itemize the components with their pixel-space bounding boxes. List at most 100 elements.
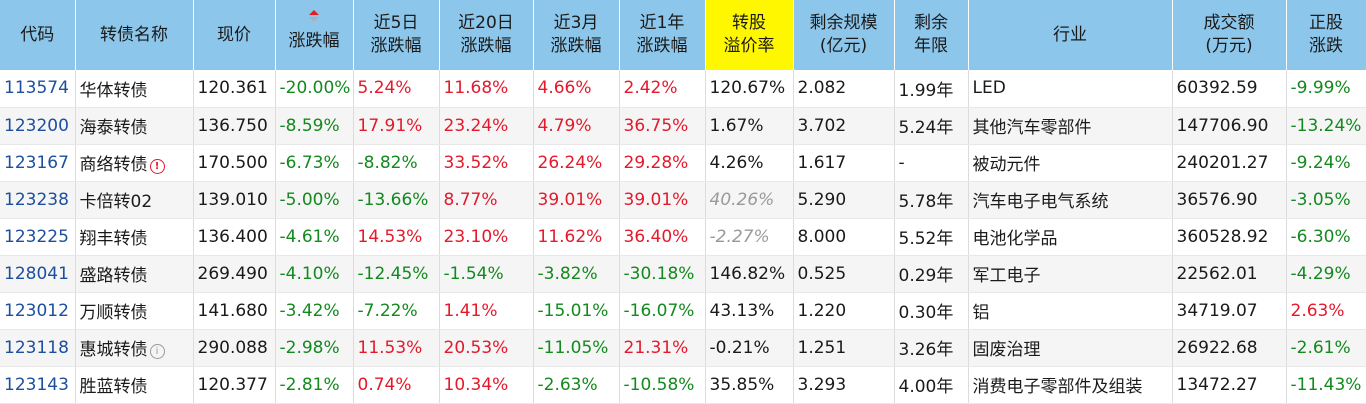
table-row[interactable]: 128041 盛路转债 269.490 -4.10% -12.45% -1.54% -3.8… [0, 255, 1366, 293]
column-header[interactable]: 涨跌幅 [275, 0, 354, 70]
bond-name-cell-text[interactable]: 华体转债 [79, 80, 148, 101]
column-header[interactable]: 近20日 涨跌幅 [439, 0, 534, 70]
conversion-premium-cell: 35.85% [705, 366, 794, 404]
change-pct-cell-text: -2.81% [279, 374, 340, 395]
bond-name-cell[interactable]: 海泰转债 [75, 107, 194, 145]
bond-name-cell-text[interactable]: 商络转债 [79, 155, 148, 175]
column-header-label: 涨跌幅 [288, 30, 340, 51]
column-header[interactable]: 正股 涨跌 [1286, 0, 1366, 70]
bond-code-cell-text[interactable]: 113574 [4, 78, 69, 99]
change-pct-cell: -3.42% [275, 292, 354, 330]
conversion-premium-cell: 120.67% [705, 70, 794, 108]
stock-change-cell-text: -6.30% [1290, 226, 1351, 247]
stock-change-cell-text: -9.24% [1290, 152, 1351, 173]
column-header[interactable]: 现价 [193, 0, 276, 70]
column-header-label: 正股 涨跌 [1309, 13, 1343, 56]
industry-cell: 消费电子零部件及组装 [968, 366, 1173, 404]
table-row[interactable]: 123118 惠城转债 i 290.088 -2.98% 11.53% 20.53% -11.… [0, 329, 1366, 367]
price-cell: 139.010 [193, 181, 276, 219]
bond-code-cell[interactable]: 113574 [0, 70, 76, 108]
change-pct-cell: -2.81% [275, 366, 354, 404]
bond-code-cell-text[interactable]: 123238 [4, 189, 69, 210]
column-header[interactable]: 近3月 涨跌幅 [533, 0, 620, 70]
bond-code-cell-text[interactable]: 123225 [4, 226, 69, 247]
change-20d-cell-text: -1.54% [443, 263, 504, 284]
warning-icon[interactable]: ! [149, 159, 165, 174]
table-row[interactable]: 123143 胜蓝转债 120.377 -2.81% 0.74% 10.34% -2.63%… [0, 366, 1366, 404]
bond-code-cell-text[interactable]: 123012 [4, 300, 69, 321]
column-header[interactable]: 近1年 涨跌幅 [619, 0, 706, 70]
conversion-premium-cell-text: -2.27% [709, 226, 770, 247]
bond-code-cell-text[interactable]: 123200 [4, 115, 69, 136]
bond-code-cell[interactable]: 123200 [0, 107, 76, 145]
column-header[interactable]: 成交额 (万元) [1172, 0, 1287, 70]
bond-name-cell-text[interactable]: 盛路转债 [79, 266, 148, 286]
column-header[interactable]: 转股 溢价率 [705, 0, 794, 70]
change-20d-cell-text: 23.10% [443, 226, 509, 247]
remaining-scale-cell: 1.251 [793, 329, 895, 367]
stock-change-cell-text: -11.43% [1290, 374, 1362, 395]
bond-name-cell[interactable]: 胜蓝转债 [75, 366, 194, 404]
price-cell: 120.377 [193, 366, 276, 404]
industry-cell: 军工电子 [968, 255, 1173, 293]
bond-name-cell[interactable]: 商络转债! [75, 144, 194, 182]
bond-name-cell-text[interactable]: 胜蓝转债 [79, 377, 148, 397]
bond-name-cell-text[interactable]: 卡倍转02 [79, 192, 153, 212]
bond-name-cell-text[interactable]: 海泰转债 [79, 118, 148, 138]
column-header[interactable]: 转债名称 [75, 0, 194, 70]
bond-code-cell-text[interactable]: 128041 [4, 263, 69, 284]
bond-name-cell[interactable]: 卡倍转02 [75, 181, 194, 219]
table-row[interactable]: 123238 卡倍转02 139.010 -5.00% -13.66% 8.77% 39.0… [0, 181, 1366, 219]
table-row[interactable]: 123200 海泰转债 136.750 -8.59% 17.91% 23.24% 4.79%… [0, 107, 1366, 145]
bond-name-cell[interactable]: 万顺转债 [75, 292, 194, 330]
column-header[interactable]: 剩余规模 (亿元) [793, 0, 895, 70]
price-cell: 170.500 [193, 144, 276, 182]
bond-name-cell[interactable]: 翔丰转债 [75, 218, 194, 256]
bond-code-cell[interactable]: 123118 [0, 329, 76, 367]
table-row[interactable]: 113574 华体转债 120.361 -20.00% 5.24% 11.68% 4.66%… [0, 70, 1366, 108]
remaining-years-cell-text: 5.52年 [898, 229, 954, 249]
bond-name-cell[interactable]: 盛路转债 [75, 255, 194, 293]
industry-cell-text: 军工电子 [972, 266, 1041, 286]
bond-code-cell[interactable]: 123143 [0, 366, 76, 404]
bond-name-cell-text[interactable]: 翔丰转债 [79, 229, 148, 249]
conversion-premium-cell-text: 146.82% [709, 263, 786, 284]
column-header[interactable]: 行业 [968, 0, 1173, 70]
turnover-cell: 240201.27 [1172, 144, 1287, 182]
turnover-cell: 360528.92 [1172, 218, 1287, 256]
bond-name-cell-text[interactable]: 惠城转债 [79, 340, 148, 360]
industry-cell: LED [968, 70, 1173, 108]
price-cell: 269.490 [193, 255, 276, 293]
bond-name-cell[interactable]: 华体转债 [75, 70, 194, 108]
turnover-cell-text: 60392.59 [1176, 78, 1258, 99]
info-icon[interactable]: i [149, 344, 165, 359]
change-1y-cell: 29.28% [619, 144, 706, 182]
column-header[interactable]: 剩余 年限 [894, 0, 969, 70]
bond-code-cell[interactable]: 123012 [0, 292, 76, 330]
change-20d-cell-text: 20.53% [443, 337, 509, 358]
sort-desc-icon[interactable] [309, 10, 319, 22]
change-5d-cell-text: 11.53% [357, 337, 423, 358]
industry-cell: 电池化学品 [968, 218, 1173, 256]
table-row[interactable]: 123225 翔丰转债 136.400 -4.61% 14.53% 23.10% 11.62… [0, 218, 1366, 256]
bond-code-cell-text[interactable]: 123167 [4, 152, 69, 173]
change-3m-cell-text: 39.01% [537, 189, 603, 210]
change-pct-cell: -4.10% [275, 255, 354, 293]
change-pct-cell-text: -2.98% [279, 337, 340, 358]
column-header[interactable]: 近5日 涨跌幅 [353, 0, 440, 70]
bond-code-cell[interactable]: 128041 [0, 255, 76, 293]
price-cell: 290.088 [193, 329, 276, 367]
bond-name-cell[interactable]: 惠城转债 i [75, 329, 194, 367]
stock-change-cell-text: -4.29% [1290, 263, 1351, 284]
bond-code-cell[interactable]: 123225 [0, 218, 76, 256]
bond-code-cell[interactable]: 123167 [0, 144, 76, 182]
bond-code-cell-text[interactable]: 123143 [4, 374, 69, 395]
bond-code-cell[interactable]: 123238 [0, 181, 76, 219]
table-row[interactable]: 123167 商络转债! 170.500 -6.73% -8.82% 33.52% 26.2… [0, 144, 1366, 182]
bond-name-cell-text[interactable]: 万顺转债 [79, 303, 148, 323]
column-header[interactable]: 代码 [0, 0, 76, 70]
bond-code-cell-text[interactable]: 123118 [4, 337, 69, 358]
change-pct-cell: -4.61% [275, 218, 354, 256]
table-row[interactable]: 123012 万顺转债 141.680 -3.42% -7.22% 1.41% -15.01… [0, 292, 1366, 330]
change-5d-cell-text: -12.45% [357, 263, 429, 284]
